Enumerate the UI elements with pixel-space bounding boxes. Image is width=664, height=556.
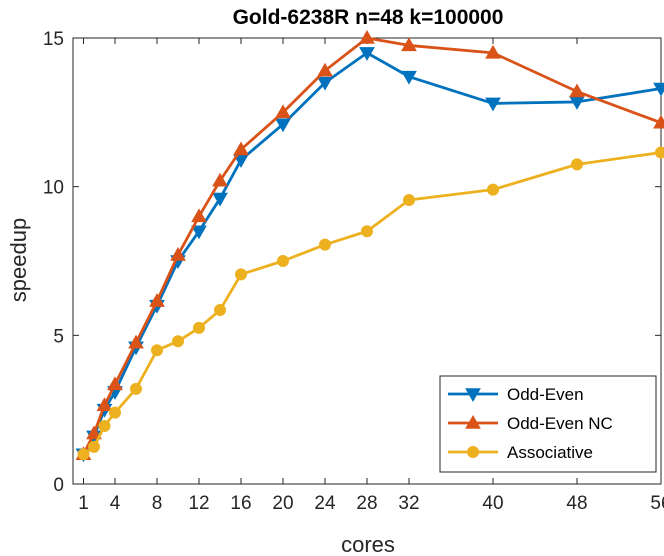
x-tick-label: 24	[314, 493, 336, 514]
data-point	[485, 44, 501, 59]
y-tick-label: 10	[43, 178, 64, 199]
legend-label: Odd-Even	[507, 385, 584, 404]
series-odd-even-nc	[75, 29, 664, 461]
legend: Odd-Even Odd-Even NC Associative	[439, 375, 657, 473]
data-point	[319, 238, 331, 251]
x-tick-label: 40	[482, 493, 503, 514]
data-point	[401, 37, 417, 52]
data-point	[317, 62, 333, 77]
data-point	[569, 83, 585, 98]
data-point	[193, 321, 205, 334]
y-tick-label: 15	[43, 29, 64, 50]
x-tick-label: 12	[188, 493, 209, 514]
data-point	[214, 304, 226, 317]
data-point	[655, 146, 664, 159]
data-point	[77, 448, 90, 461]
data-point	[86, 425, 102, 440]
x-tick-label: 48	[566, 493, 587, 514]
data-point	[88, 440, 100, 453]
data-point	[191, 225, 207, 240]
data-point	[571, 158, 583, 171]
data-point	[191, 208, 207, 223]
data-point	[96, 397, 113, 411]
data-point	[170, 247, 186, 261]
data-point	[212, 172, 228, 187]
data-point	[233, 141, 249, 156]
data-point	[361, 225, 373, 238]
data-point	[403, 194, 415, 207]
data-point	[107, 376, 123, 391]
data-point	[109, 406, 121, 419]
series-associative	[77, 146, 664, 461]
data-point	[128, 334, 144, 349]
x-tick-label: 16	[230, 493, 251, 514]
legend-marker	[465, 414, 481, 429]
data-point	[151, 344, 163, 357]
x-tick-label: 1	[78, 493, 89, 514]
data-point	[401, 70, 417, 85]
data-point	[235, 268, 247, 281]
legend-label: Associative	[507, 443, 593, 462]
legend-label: Odd-Even NC	[507, 414, 613, 433]
legend-entry: Odd-Even	[448, 385, 584, 404]
data-point	[359, 47, 375, 61]
data-point	[130, 382, 142, 395]
y-tick-label: 0	[53, 475, 64, 496]
legend-entry: Associative	[448, 443, 593, 462]
legend-entry: Odd-Even NC	[448, 414, 613, 433]
y-tick-label: 5	[53, 326, 64, 347]
data-point	[317, 76, 333, 91]
data-point	[653, 82, 664, 97]
data-point	[172, 335, 184, 348]
x-tick-label: 32	[398, 493, 419, 514]
y-axis-label: speedup	[6, 218, 31, 302]
data-point	[98, 420, 111, 433]
data-point	[359, 29, 375, 44]
plot-area: 148121620242832404856051015	[43, 29, 664, 514]
data-point	[149, 293, 165, 307]
legend-marker	[467, 446, 479, 458]
x-tick-label: 28	[356, 493, 377, 514]
data-point	[485, 97, 501, 112]
data-point	[277, 255, 289, 267]
chart-title: Gold-6238R n=48 k=100000	[233, 6, 504, 29]
x-tick-label: 8	[152, 493, 163, 514]
data-point	[275, 104, 291, 119]
data-point	[275, 118, 291, 133]
data-point	[487, 183, 499, 196]
legend-marker	[465, 388, 481, 403]
x-tick-label: 4	[110, 493, 121, 514]
x-axis-label: cores	[341, 532, 395, 556]
data-point	[653, 114, 664, 129]
data-point	[212, 192, 228, 207]
x-tick-label: 20	[272, 493, 293, 514]
x-tick-label: 56	[650, 493, 664, 514]
